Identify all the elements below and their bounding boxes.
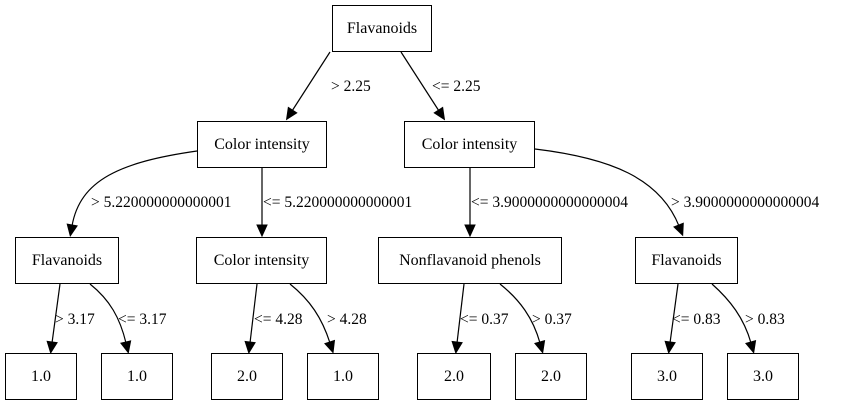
edge-root-r — [400, 51, 440, 112]
edge-root-l — [291, 51, 331, 112]
leaf-rll: 2.0 — [417, 353, 491, 400]
arrowhead-rr-rrr — [745, 339, 757, 354]
node-lr: Color intensity — [196, 237, 327, 284]
arrowhead-ll-llr — [120, 340, 132, 354]
edge-ll-lll — [51, 283, 61, 344]
edge-l-ll — [71, 150, 198, 227]
node-rl: Nonflavanoid phenols — [378, 237, 562, 284]
arrowhead-root-r — [433, 106, 446, 121]
arrowhead-r-rl — [464, 224, 476, 238]
edge-lr-lrl — [249, 283, 258, 344]
edge-rl-rlr — [499, 283, 541, 344]
node-l: Color intensity — [197, 121, 327, 168]
arrowhead-l-ll — [66, 223, 78, 238]
arrowhead-l-lr — [256, 224, 268, 238]
edge-label-lr-lrr: > 4.28 — [327, 311, 367, 328]
edge-label-root-r: <= 2.25 — [432, 78, 481, 95]
edge-rr-rrl — [669, 283, 679, 344]
arrowhead-rl-rlr — [534, 339, 546, 354]
edge-ll-llr — [89, 283, 127, 344]
edge-lr-lrr — [289, 283, 331, 344]
edge-label-r-rr: > 3.9000000000000004 — [671, 194, 820, 211]
edge-label-ll-lll: > 3.17 — [55, 311, 95, 328]
edge-label-r-rl: <= 3.9000000000000004 — [471, 194, 628, 211]
arrowhead-ll-lll — [46, 340, 58, 355]
node-r: Color intensity — [404, 121, 535, 168]
edge-label-ll-llr: <= 3.17 — [118, 311, 167, 328]
leaf-rrr: 3.0 — [727, 353, 799, 400]
edge-label-l-ll: > 5.220000000000001 — [91, 194, 232, 211]
node-ll: Flavanoids — [15, 237, 119, 284]
edge-label-rl-rll: <= 0.37 — [460, 311, 509, 328]
leaf-lrr: 1.0 — [307, 353, 379, 400]
leaf-llr: 1.0 — [101, 353, 173, 400]
edge-label-rl-rlr: > 0.37 — [532, 311, 572, 328]
edge-label-l-lr: <= 5.220000000000001 — [263, 194, 413, 211]
arrowhead-r-rr — [673, 222, 684, 237]
node-rr: Flavanoids — [635, 237, 738, 284]
leaf-rlr: 2.0 — [515, 353, 587, 400]
edge-label-rr-rrl: <= 0.83 — [672, 311, 721, 328]
node-root: Flavanoids — [332, 5, 432, 52]
leaf-rrl: 3.0 — [631, 353, 703, 400]
edge-r-rr — [534, 148, 680, 227]
leaf-lll: 1.0 — [5, 353, 77, 400]
edge-rr-rrr — [711, 283, 752, 344]
arrowhead-rr-rrl — [664, 340, 676, 355]
arrowhead-rl-rll — [451, 340, 463, 355]
arrowhead-lr-lrl — [244, 340, 256, 355]
leaf-lrl: 2.0 — [211, 353, 283, 400]
edge-label-root-l: > 2.25 — [331, 78, 371, 95]
edge-rl-rll — [456, 283, 465, 344]
edge-label-lr-lrl: <= 4.28 — [254, 311, 303, 328]
arrowhead-root-l — [285, 106, 298, 121]
arrowhead-lr-lrr — [324, 339, 336, 354]
edge-label-rr-rrr: > 0.83 — [745, 311, 785, 328]
